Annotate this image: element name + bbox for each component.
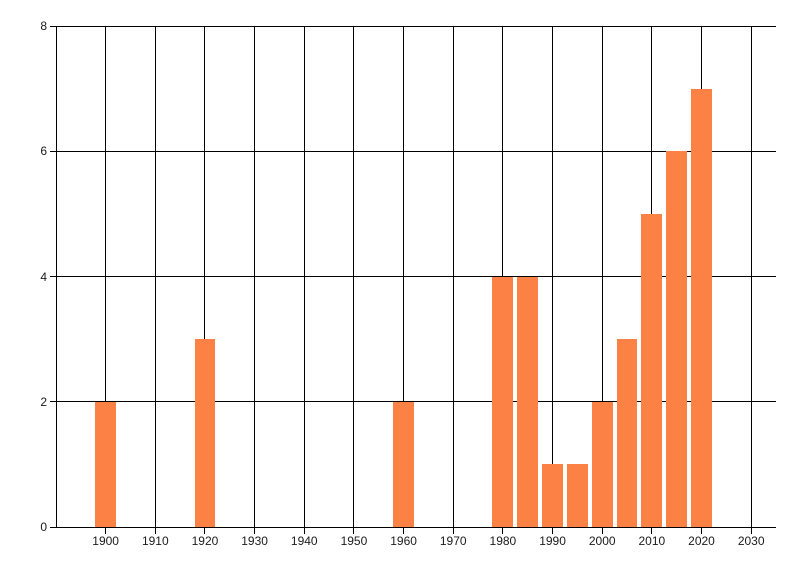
y-tick-label: 2	[40, 394, 47, 409]
y-axis-line	[56, 26, 57, 528]
bar	[691, 88, 712, 527]
x-axis-tick	[750, 528, 752, 534]
bar	[666, 151, 688, 527]
x-axis-tick	[601, 528, 603, 534]
bar	[95, 401, 117, 527]
x-tick-label: 1960	[390, 534, 417, 548]
y-axis-tick	[50, 276, 56, 277]
vertical-gridline	[452, 26, 454, 527]
x-tick-label: 1930	[241, 534, 268, 548]
horizontal-gridline	[56, 150, 776, 152]
x-tick-label: 1980	[489, 534, 517, 548]
vertical-gridline	[303, 26, 305, 527]
y-tick-label: 6	[40, 144, 47, 159]
x-tick-label: 2020	[688, 534, 715, 548]
x-tick-label: 1920	[191, 534, 219, 548]
x-axis-tick	[701, 528, 703, 534]
vertical-gridline	[403, 26, 405, 527]
vertical-gridline	[601, 26, 603, 527]
x-axis-tick	[204, 528, 206, 534]
vertical-gridline	[353, 26, 355, 527]
x-tick-label: 1950	[340, 534, 368, 548]
x-tick-label: 1990	[539, 534, 566, 548]
y-axis-tick	[50, 150, 56, 152]
bar	[517, 276, 539, 527]
bar	[616, 339, 638, 527]
x-axis-tick	[552, 528, 554, 534]
x-tick-label: 1940	[290, 534, 318, 548]
x-tick-label: 2010	[638, 534, 666, 548]
x-tick-label: 1910	[141, 534, 169, 548]
y-tick-label: 4	[40, 269, 47, 284]
vertical-gridline	[154, 26, 156, 527]
horizontal-gridline	[56, 276, 776, 277]
bar	[542, 464, 563, 527]
x-axis-tick	[452, 528, 454, 534]
vertical-gridline	[254, 26, 256, 527]
x-tick-label: 1900	[92, 534, 119, 548]
x-axis-tick	[502, 528, 504, 534]
x-tick-label: 2000	[588, 534, 616, 548]
x-axis-tick	[353, 528, 355, 534]
x-axis-tick	[303, 528, 305, 534]
x-tick-label: 2030	[737, 534, 765, 548]
x-tick-label: 1970	[439, 534, 467, 548]
horizontal-gridline	[56, 25, 776, 27]
bar	[641, 213, 663, 527]
y-axis-tick	[50, 526, 56, 528]
x-axis-line	[56, 527, 776, 528]
bar	[393, 401, 414, 527]
plot-area	[56, 25, 776, 528]
y-axis-tick	[50, 401, 56, 403]
horizontal-gridline	[56, 401, 776, 403]
vertical-gridline	[204, 26, 206, 527]
bar	[194, 339, 216, 527]
y-tick-label: 0	[40, 520, 47, 534]
x-axis-tick	[403, 528, 405, 534]
x-axis-tick	[105, 528, 107, 534]
bar	[492, 276, 514, 527]
bar	[591, 401, 613, 527]
vertical-gridline	[105, 26, 107, 527]
vertical-gridline	[552, 26, 554, 527]
vertical-gridline	[750, 26, 752, 527]
bar	[566, 464, 588, 527]
x-axis-tick	[154, 528, 156, 534]
x-axis-tick	[254, 528, 256, 534]
y-axis-tick	[50, 25, 56, 27]
y-tick-label: 8	[40, 19, 47, 33]
x-axis-tick	[651, 528, 653, 534]
